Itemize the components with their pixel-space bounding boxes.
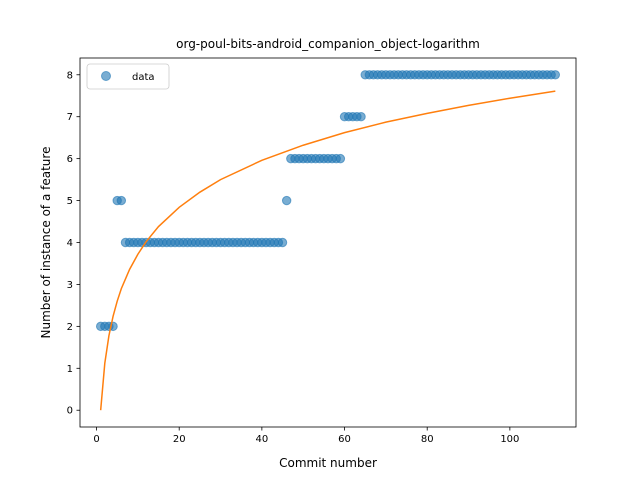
legend-box	[86, 63, 170, 90]
y-tick-label: 3	[67, 280, 73, 291]
x-tick-label: 0	[93, 434, 99, 445]
data-point	[356, 112, 366, 122]
y-tick-label: 2	[67, 322, 73, 333]
legend-marker	[101, 71, 111, 81]
chart-title: org-poul-bits-android_companion_object-l…	[176, 37, 480, 51]
ticks: 0 20 40 60 80 100 0 1 2 3 4 5 6 7 8	[67, 70, 520, 445]
x-axis-label: Commit number	[279, 456, 377, 470]
y-tick-label: 6	[67, 154, 73, 165]
fit-line	[99, 90, 556, 411]
x-tick-label: 60	[338, 434, 351, 445]
y-tick-label: 7	[67, 112, 73, 123]
y-tick-label: 5	[67, 196, 73, 207]
data-point	[281, 195, 292, 206]
x-tick-label: 80	[421, 434, 434, 445]
x-tick-label: 20	[173, 434, 186, 445]
y-tick-label: 1	[67, 364, 73, 375]
data-point	[116, 195, 127, 206]
y-tick-label: 8	[67, 70, 73, 81]
x-tick-label: 40	[255, 434, 268, 445]
y-tick-label: 4	[67, 238, 73, 249]
x-tick-label: 100	[500, 434, 519, 445]
y-axis-label: Number of instance of a feature	[39, 147, 53, 339]
plot-area	[95, 70, 561, 411]
data-point	[277, 237, 288, 248]
legend-label-data: data	[132, 72, 155, 83]
data-point	[335, 153, 346, 164]
data-point	[550, 70, 561, 80]
legend: data	[86, 63, 170, 90]
y-tick-label: 0	[67, 406, 73, 417]
